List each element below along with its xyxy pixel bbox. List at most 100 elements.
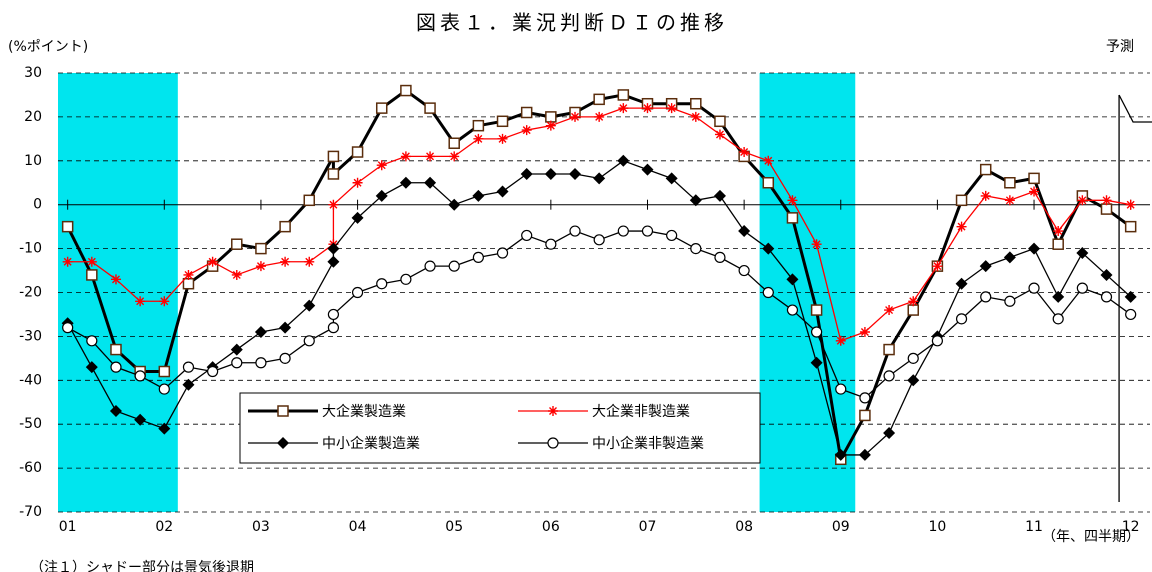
- marker: [1100, 203, 1113, 215]
- marker: [690, 243, 702, 255]
- marker: [908, 296, 919, 307]
- marker: [714, 251, 726, 263]
- marker: [738, 225, 751, 238]
- marker: [1124, 290, 1137, 303]
- y-tick-label: 20: [24, 109, 42, 125]
- marker: [376, 278, 388, 290]
- marker: [641, 163, 654, 176]
- marker: [280, 256, 291, 267]
- series-line: [67, 230, 1132, 399]
- marker: [666, 103, 677, 114]
- marker: [448, 198, 461, 211]
- marker: [424, 102, 436, 114]
- marker: [956, 221, 967, 232]
- marker: [666, 229, 678, 242]
- marker: [593, 172, 606, 185]
- marker: [714, 115, 726, 128]
- marker: [376, 160, 387, 171]
- note: （注１）シャドー部分は景気後退期: [30, 560, 254, 572]
- y-tick-label: 30: [24, 65, 42, 81]
- marker: [569, 167, 582, 180]
- marker: [1003, 251, 1016, 264]
- marker: [931, 335, 943, 347]
- marker: [207, 365, 219, 378]
- marker: [1100, 268, 1113, 281]
- marker: [690, 111, 701, 122]
- marker: [110, 343, 122, 356]
- marker: [811, 239, 822, 250]
- marker: [932, 261, 943, 272]
- legend-marker: [548, 406, 558, 416]
- x-axis-label: （年、四半期）: [1042, 529, 1140, 545]
- marker: [593, 93, 605, 106]
- marker: [689, 194, 702, 207]
- marker: [569, 225, 581, 237]
- marker: [254, 326, 267, 339]
- forecast-flag: [1118, 94, 1152, 123]
- marker: [86, 335, 98, 347]
- marker: [617, 89, 630, 101]
- x-tick-label: 04: [349, 519, 367, 535]
- legend-marker: [547, 437, 559, 449]
- marker: [545, 238, 557, 250]
- marker: [279, 321, 292, 334]
- marker: [472, 119, 485, 132]
- marker: [787, 195, 798, 206]
- marker: [351, 286, 364, 299]
- marker: [544, 167, 557, 180]
- marker: [496, 247, 509, 259]
- y-tick-label: -70: [19, 504, 42, 520]
- marker: [786, 273, 799, 286]
- marker: [1077, 195, 1088, 206]
- marker: [738, 264, 750, 277]
- marker: [763, 155, 774, 166]
- marker: [762, 286, 774, 299]
- marker: [834, 448, 847, 461]
- marker: [1076, 282, 1088, 294]
- marker: [618, 103, 629, 114]
- marker: [62, 322, 74, 334]
- marker: [231, 357, 243, 369]
- y-tick-label: -30: [19, 328, 42, 344]
- marker: [1028, 242, 1041, 255]
- marker: [86, 269, 98, 281]
- marker: [520, 167, 533, 180]
- legend-label: 大企業非製造業: [592, 403, 690, 420]
- marker: [182, 361, 195, 373]
- marker: [617, 154, 630, 167]
- marker: [62, 256, 73, 267]
- marker: [883, 343, 895, 356]
- marker: [980, 190, 991, 201]
- marker: [593, 234, 605, 246]
- marker: [328, 199, 339, 210]
- marker: [449, 151, 460, 162]
- marker: [642, 103, 653, 114]
- marker: [884, 305, 895, 316]
- marker: [859, 327, 870, 338]
- series-line: [67, 107, 1131, 342]
- marker: [327, 255, 340, 268]
- x-tick-label: 07: [639, 519, 657, 535]
- x-tick-label: 03: [252, 519, 270, 535]
- marker: [230, 343, 243, 356]
- marker: [473, 133, 484, 144]
- marker: [617, 225, 629, 237]
- marker: [690, 97, 702, 110]
- legend-box: [239, 392, 761, 464]
- marker: [279, 220, 291, 233]
- marker: [255, 242, 267, 255]
- marker: [907, 374, 920, 387]
- marker: [570, 111, 581, 122]
- marker: [400, 273, 412, 285]
- x-tick-label: 02: [155, 519, 173, 535]
- marker: [714, 129, 725, 140]
- y-tick-label: -60: [19, 460, 42, 476]
- marker: [351, 211, 364, 224]
- marker: [739, 147, 750, 158]
- marker: [424, 260, 436, 272]
- marker: [158, 383, 170, 395]
- marker: [425, 151, 436, 162]
- marker: [255, 357, 267, 369]
- marker: [231, 269, 242, 280]
